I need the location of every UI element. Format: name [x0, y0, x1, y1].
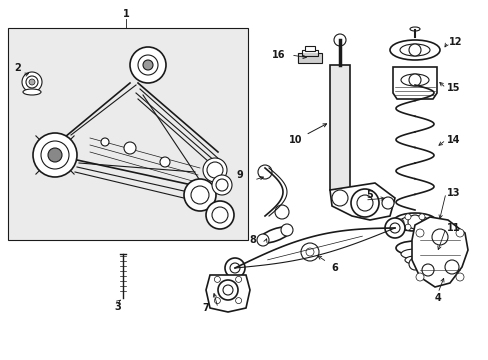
Circle shape	[212, 207, 227, 223]
Circle shape	[124, 142, 136, 154]
Circle shape	[203, 158, 226, 182]
Text: 3: 3	[114, 302, 121, 312]
Text: 6: 6	[331, 263, 338, 273]
Bar	[305, 46, 314, 51]
Text: 13: 13	[447, 188, 460, 198]
Ellipse shape	[404, 256, 424, 264]
Circle shape	[214, 298, 220, 303]
Circle shape	[206, 162, 223, 178]
Circle shape	[415, 273, 423, 281]
Text: 14: 14	[447, 135, 460, 145]
Circle shape	[274, 205, 288, 219]
Circle shape	[336, 197, 342, 203]
Text: 4: 4	[434, 293, 441, 303]
Ellipse shape	[400, 249, 428, 259]
Circle shape	[455, 229, 463, 237]
Circle shape	[305, 248, 313, 256]
Circle shape	[160, 157, 170, 167]
Circle shape	[407, 215, 421, 229]
Circle shape	[356, 195, 372, 211]
Circle shape	[333, 34, 346, 46]
Circle shape	[183, 179, 216, 211]
Circle shape	[384, 218, 404, 238]
Circle shape	[48, 148, 62, 162]
Ellipse shape	[400, 74, 428, 86]
Circle shape	[214, 276, 220, 282]
Circle shape	[216, 179, 227, 191]
Text: 10: 10	[289, 124, 326, 145]
Text: 2: 2	[15, 63, 21, 73]
Text: 8: 8	[249, 235, 256, 245]
Bar	[8, 28, 247, 240]
Circle shape	[381, 197, 393, 209]
Circle shape	[101, 138, 109, 146]
Circle shape	[235, 298, 241, 303]
Circle shape	[218, 280, 238, 300]
Ellipse shape	[23, 89, 41, 95]
Circle shape	[235, 276, 241, 282]
Polygon shape	[205, 275, 249, 312]
Circle shape	[408, 44, 420, 56]
Text: 15: 15	[447, 83, 460, 93]
Circle shape	[444, 260, 458, 274]
Circle shape	[258, 165, 271, 179]
Text: 16: 16	[272, 50, 285, 60]
Circle shape	[408, 258, 420, 270]
Circle shape	[205, 201, 234, 229]
Circle shape	[332, 193, 346, 207]
Circle shape	[224, 258, 244, 278]
Bar	[297, 53, 321, 63]
Circle shape	[138, 55, 158, 75]
Circle shape	[130, 47, 165, 83]
Ellipse shape	[395, 241, 433, 255]
Circle shape	[142, 60, 153, 70]
Text: 5: 5	[366, 190, 373, 200]
Ellipse shape	[389, 40, 439, 60]
Text: 11: 11	[447, 223, 460, 233]
Circle shape	[41, 141, 69, 169]
Circle shape	[455, 273, 463, 281]
Bar	[302, 50, 317, 56]
Circle shape	[389, 223, 399, 233]
Circle shape	[22, 72, 42, 92]
Circle shape	[415, 229, 423, 237]
Circle shape	[421, 264, 433, 276]
Circle shape	[281, 224, 292, 236]
Polygon shape	[392, 67, 436, 99]
Ellipse shape	[399, 216, 429, 228]
Circle shape	[408, 74, 420, 86]
Circle shape	[257, 234, 268, 246]
Circle shape	[301, 243, 318, 261]
Bar	[329, 65, 349, 190]
Circle shape	[425, 219, 431, 225]
Text: 9: 9	[236, 170, 243, 180]
Text: 12: 12	[448, 37, 462, 47]
Circle shape	[431, 229, 447, 245]
Circle shape	[212, 175, 231, 195]
Circle shape	[404, 224, 410, 230]
Circle shape	[397, 219, 403, 225]
Ellipse shape	[392, 213, 436, 231]
Circle shape	[418, 214, 424, 220]
Circle shape	[29, 79, 35, 85]
Circle shape	[229, 263, 240, 273]
Circle shape	[223, 285, 232, 295]
Circle shape	[26, 76, 38, 88]
Circle shape	[191, 186, 208, 204]
Ellipse shape	[258, 227, 291, 243]
Circle shape	[404, 214, 410, 220]
Polygon shape	[411, 217, 467, 287]
Ellipse shape	[399, 44, 429, 56]
Text: 1: 1	[122, 9, 129, 19]
Ellipse shape	[409, 27, 419, 31]
Circle shape	[418, 224, 424, 230]
Circle shape	[33, 133, 77, 177]
Text: 7: 7	[202, 303, 209, 313]
Circle shape	[331, 190, 347, 206]
Polygon shape	[329, 183, 394, 220]
Circle shape	[350, 189, 378, 217]
